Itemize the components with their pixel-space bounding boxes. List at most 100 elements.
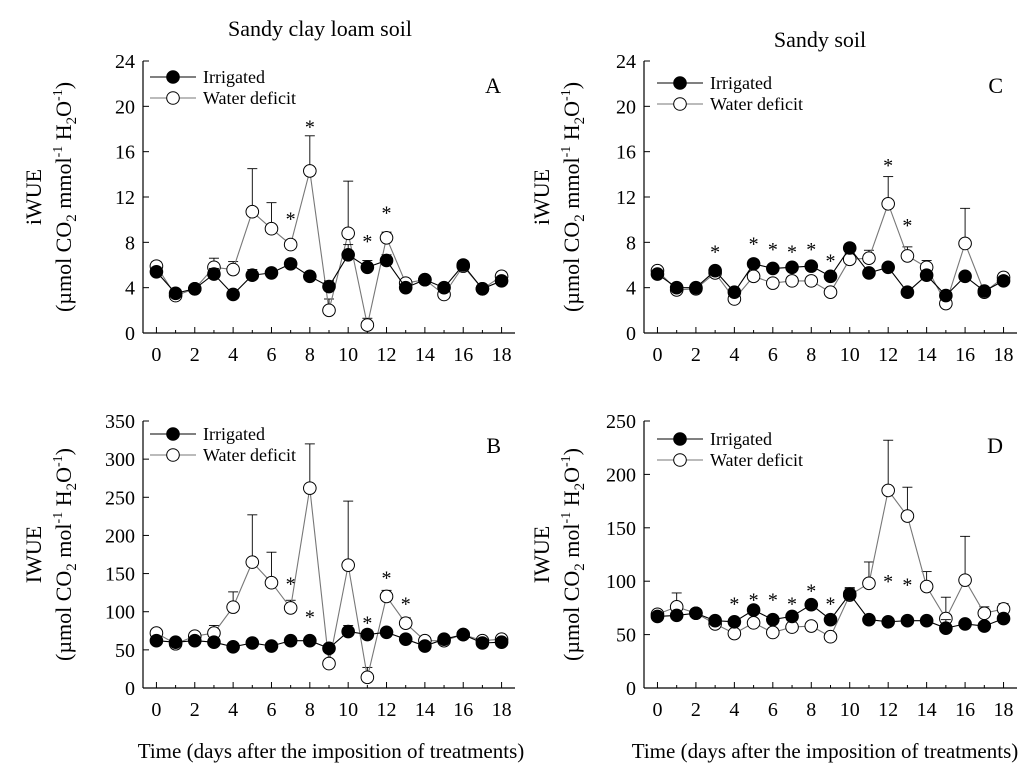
x-tick-label: 6 <box>266 699 276 721</box>
y-tick-label: 24 <box>616 51 636 73</box>
y-axis-title-line2: (µmol CO2 mmol-1 H2O-1) <box>51 82 80 312</box>
y-tick-label: 50 <box>115 640 135 662</box>
x-tick-label: 14 <box>415 699 435 721</box>
y-tick-label: 0 <box>125 323 135 345</box>
irrigated-point <box>996 274 1011 288</box>
water-deficit-point <box>245 555 260 569</box>
water-deficit-point <box>919 579 934 594</box>
y-axis-title-part: H <box>51 124 76 146</box>
irrigated-point <box>958 269 972 284</box>
y-tick-label: 20 <box>616 96 636 118</box>
y-axis-title-part: 2 <box>64 214 80 222</box>
y-axis-title-line2: (µmol CO2 mmol-1 H2O-1) <box>559 82 588 312</box>
legend-label: Water deficit <box>710 94 803 114</box>
water-deficit-point <box>226 262 240 277</box>
water-deficit-point <box>746 616 761 630</box>
y-tick-label: 100 <box>105 602 135 624</box>
y-tick-label: 0 <box>125 678 135 700</box>
y-axis-title-part: ) <box>51 448 76 455</box>
water-deficit-point <box>823 285 838 300</box>
irrigated-point <box>264 266 279 280</box>
y-axis-title-line1: iWUE <box>529 169 554 225</box>
y-axis-title-part: ) <box>559 448 584 455</box>
y-axis-title: iWUE(µmol CO2 mmol-1 H2O-1) <box>529 82 588 312</box>
significance-star: * <box>749 589 759 611</box>
irrigated-point <box>437 632 451 646</box>
irrigated-point <box>283 633 298 648</box>
x-tick-label: 0 <box>652 699 662 721</box>
irrigated-point <box>785 260 799 275</box>
irrigated-point <box>322 279 336 294</box>
y-axis-title-part: (µmol CO <box>51 571 76 661</box>
irrigated-point <box>322 641 336 656</box>
irrigated-point <box>379 253 394 268</box>
y-axis-title-part: H <box>559 490 584 512</box>
legend-label: Irrigated <box>710 73 772 93</box>
significance-star: * <box>806 239 816 261</box>
x-tick-label: 4 <box>729 344 739 366</box>
irrigated-point <box>823 612 838 627</box>
y-tick-label: 50 <box>616 625 636 647</box>
water-deficit-point <box>360 318 375 332</box>
water-deficit-point <box>303 164 317 178</box>
irrigated-point <box>456 258 471 272</box>
irrigated-point <box>245 636 260 650</box>
legend-label: Irrigated <box>203 424 265 444</box>
irrigated-point <box>862 266 876 280</box>
y-axis-title-part: -1 <box>51 512 66 524</box>
significance-star: * <box>902 215 912 237</box>
panel-letter: A <box>485 73 501 98</box>
irrigated-point <box>303 269 317 284</box>
x-tick-label: 6 <box>266 344 276 366</box>
water-deficit-point <box>881 483 895 498</box>
significance-star: * <box>749 233 759 255</box>
water-deficit-point <box>977 606 992 621</box>
irrigated-point <box>494 635 509 650</box>
y-tick-label: 4 <box>125 278 135 300</box>
irrigated-point <box>804 259 819 273</box>
y-tick-label: 200 <box>105 525 135 547</box>
irrigated-point <box>939 621 953 635</box>
irrigated-point <box>187 282 202 296</box>
significance-star: * <box>382 203 392 225</box>
x-tick-label: 2 <box>190 699 200 721</box>
irrigated-point <box>900 285 915 300</box>
water-deficit-point <box>804 619 819 633</box>
significance-star: * <box>305 117 315 139</box>
y-axis-title-part: -1 <box>559 89 574 101</box>
y-axis-title-part: 2 <box>572 563 588 571</box>
legend-marker <box>673 453 687 467</box>
y-axis-title-part: -1 <box>559 146 574 158</box>
irrigated-point <box>919 613 934 628</box>
irrigated-point <box>785 609 799 624</box>
x-tick-label: 4 <box>729 699 739 721</box>
x-tick-label: 0 <box>652 344 662 366</box>
irrigated-point <box>900 613 915 628</box>
series-irrigated <box>650 241 1011 303</box>
y-axis-title-part: mmol <box>559 157 584 214</box>
water-deficit-point <box>379 231 394 245</box>
significance-star: * <box>286 208 296 230</box>
panel-letter: C <box>988 73 1003 98</box>
y-tick-label: 0 <box>626 678 636 700</box>
legend-marker <box>673 76 687 90</box>
irrigated-point <box>207 267 221 281</box>
irrigated-point <box>650 609 665 624</box>
y-tick-label: 20 <box>115 96 135 118</box>
x-tick-label: 12 <box>878 699 898 721</box>
water-deficit-point <box>264 575 279 590</box>
water-deficit-point <box>823 629 838 644</box>
x-tick-label: 18 <box>994 344 1014 366</box>
irrigated-point <box>475 636 490 650</box>
y-axis-title-part: 2 <box>572 214 588 222</box>
y-tick-label: 200 <box>606 464 636 486</box>
y-axis-title-line2: (µmol CO2 mol-1 H2O-1) <box>51 448 80 661</box>
x-axis-title-right: Time (days after the imposition of treat… <box>632 739 1018 763</box>
y-axis-title-line1: IWUE <box>21 526 46 583</box>
irrigated-point <box>418 639 432 653</box>
irrigated-point <box>746 257 761 271</box>
x-tick-label: 10 <box>338 699 358 721</box>
